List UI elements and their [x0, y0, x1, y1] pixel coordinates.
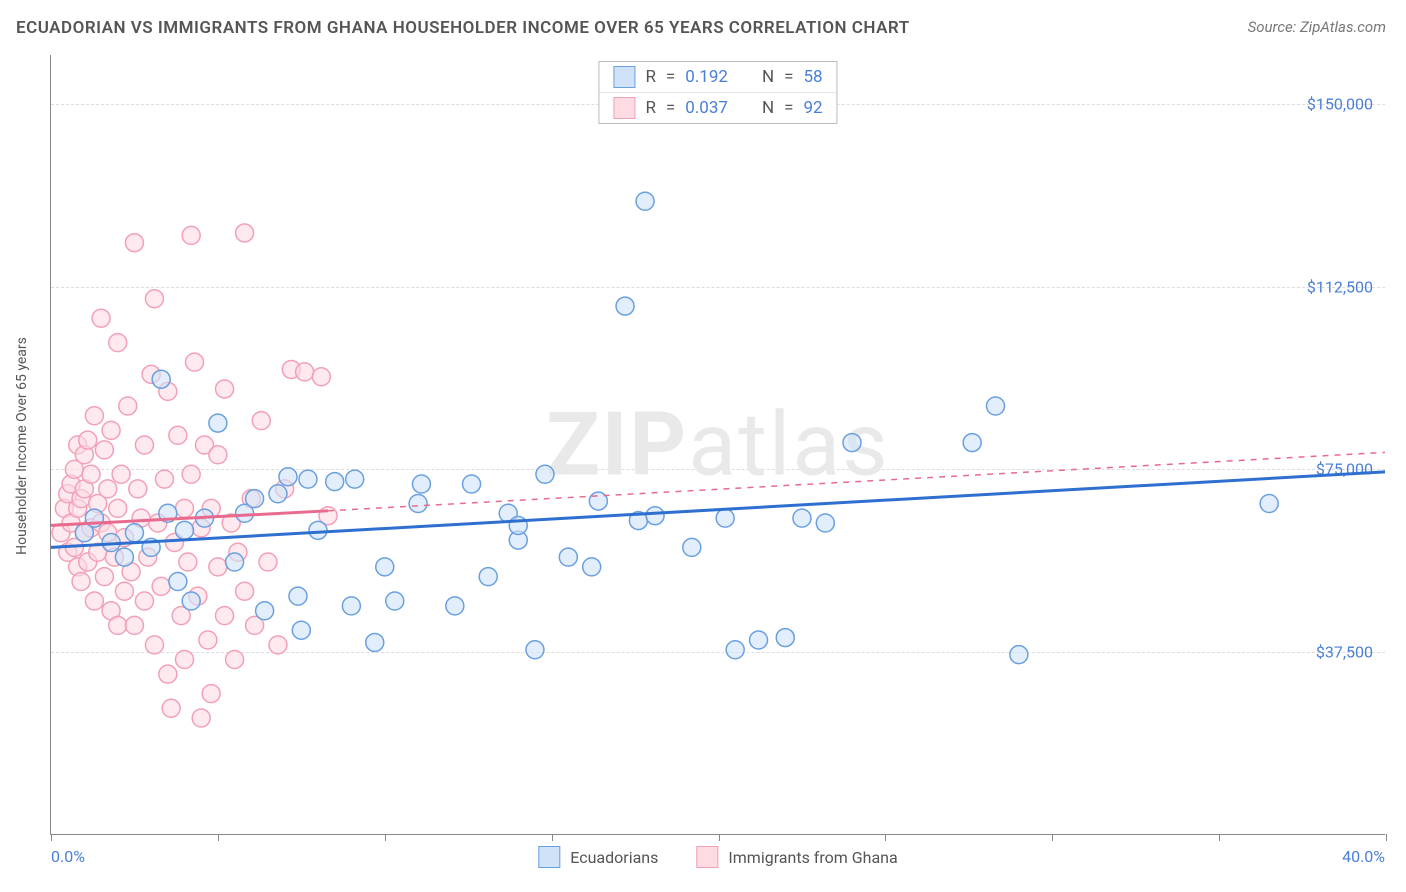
swatch-pink-icon: [613, 97, 635, 119]
legend-row-ghana: R = 0.037 N = 92: [599, 92, 836, 123]
n-value-pink: 92: [803, 98, 822, 118]
x-max-label: 40.0%: [1342, 847, 1385, 866]
source-label: Source: ZipAtlas.com: [1248, 18, 1386, 36]
swatch-pink-icon: [696, 846, 718, 868]
x-tick: [218, 834, 219, 841]
series-legend: Ecuadorians Immigrants from Ghana: [538, 846, 897, 868]
x-tick: [1219, 834, 1220, 841]
x-tick: [885, 834, 886, 841]
plot-area: ZIPatlas R = 0.192 N = 58 R = 0.037 N =: [50, 55, 1385, 835]
x-tick: [1052, 834, 1053, 841]
n-value-blue: 58: [803, 67, 822, 87]
x-min-label: 0.0%: [51, 847, 85, 866]
y-axis-title: Householder Income Over 65 years: [14, 337, 30, 555]
legend-row-ecuadorians: R = 0.192 N = 58: [599, 62, 836, 92]
x-tick: [552, 834, 553, 841]
r-value-blue: 0.192: [685, 67, 728, 87]
legend-label-ecuadorians: Ecuadorians: [570, 848, 658, 867]
swatch-blue-icon: [613, 66, 635, 88]
chart-title: ECUADORIAN VS IMMIGRANTS FROM GHANA HOUS…: [16, 18, 910, 38]
x-tick: [385, 834, 386, 841]
r-value-pink: 0.037: [685, 98, 728, 118]
swatch-blue-icon: [538, 846, 560, 868]
legend-label-ghana: Immigrants from Ghana: [728, 848, 897, 867]
x-tick: [719, 834, 720, 841]
scatter-svg: [51, 55, 1385, 834]
x-tick: [51, 834, 52, 841]
x-tick: [1386, 834, 1387, 841]
correlation-legend: R = 0.192 N = 58 R = 0.037 N = 92: [598, 61, 837, 124]
